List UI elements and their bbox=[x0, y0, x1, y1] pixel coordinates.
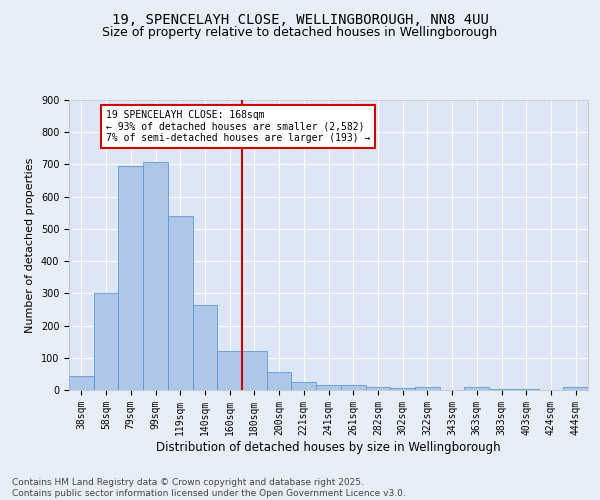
Bar bbox=[292, 382, 316, 390]
Bar bbox=[118, 166, 143, 390]
Bar bbox=[390, 388, 415, 390]
Bar bbox=[69, 376, 94, 390]
Bar bbox=[267, 372, 292, 390]
Text: Contains HM Land Registry data © Crown copyright and database right 2025.
Contai: Contains HM Land Registry data © Crown c… bbox=[12, 478, 406, 498]
Bar bbox=[464, 387, 489, 390]
Bar bbox=[217, 352, 242, 390]
Bar bbox=[316, 385, 341, 390]
Text: 19 SPENCELAYH CLOSE: 168sqm
← 93% of detached houses are smaller (2,582)
7% of s: 19 SPENCELAYH CLOSE: 168sqm ← 93% of det… bbox=[106, 110, 370, 143]
Bar bbox=[143, 162, 168, 390]
Bar bbox=[489, 389, 514, 390]
Text: 19, SPENCELAYH CLOSE, WELLINGBOROUGH, NN8 4UU: 19, SPENCELAYH CLOSE, WELLINGBOROUGH, NN… bbox=[112, 12, 488, 26]
Y-axis label: Number of detached properties: Number of detached properties bbox=[25, 158, 35, 332]
Bar bbox=[168, 216, 193, 390]
X-axis label: Distribution of detached houses by size in Wellingborough: Distribution of detached houses by size … bbox=[156, 440, 501, 454]
Bar bbox=[365, 388, 390, 390]
Bar bbox=[563, 388, 588, 390]
Bar bbox=[94, 294, 118, 390]
Bar bbox=[193, 304, 217, 390]
Bar bbox=[415, 387, 440, 390]
Text: Size of property relative to detached houses in Wellingborough: Size of property relative to detached ho… bbox=[103, 26, 497, 39]
Bar bbox=[242, 352, 267, 390]
Bar bbox=[341, 384, 365, 390]
